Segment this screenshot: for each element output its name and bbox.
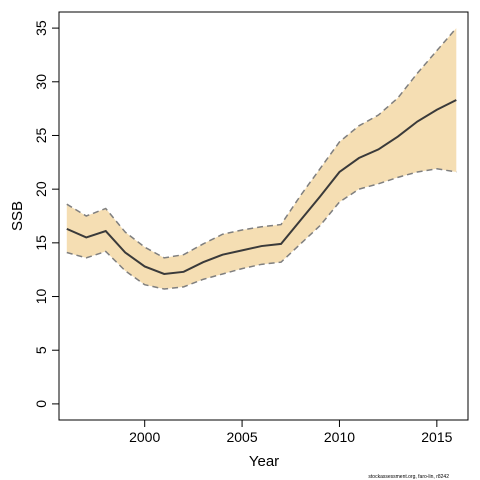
y-tick-label: 35 xyxy=(33,20,49,36)
x-axis-title: Year xyxy=(249,453,279,470)
upper-bound-line xyxy=(66,27,457,259)
x-axis: 2000 2005 2010 2015 xyxy=(129,419,453,445)
confidence-band xyxy=(66,28,457,290)
y-tick-label: 10 xyxy=(33,289,49,305)
y-tick-label: 25 xyxy=(33,127,49,143)
y-tick-label: 30 xyxy=(33,74,49,90)
y-axis: 0 5 10 15 20 25 30 35 xyxy=(33,20,60,408)
x-tick-label: 2005 xyxy=(226,429,257,445)
x-tick-label: 2000 xyxy=(129,429,160,445)
ssb-estimate-line xyxy=(66,99,457,276)
credit-text: stockassessment.org, faro-lin, r8242 xyxy=(368,474,449,480)
y-tick-label: 15 xyxy=(33,235,49,251)
y-axis-title: SSB xyxy=(9,201,26,231)
lower-bound-line xyxy=(66,167,457,290)
plot-area xyxy=(66,27,457,290)
y-tick-label: 20 xyxy=(33,181,49,197)
y-tick-label: 5 xyxy=(33,346,49,354)
x-tick-label: 2015 xyxy=(421,429,452,445)
plot-frame xyxy=(58,11,469,421)
x-tick-label: 2010 xyxy=(324,429,355,445)
y-tick-label: 0 xyxy=(33,400,49,408)
